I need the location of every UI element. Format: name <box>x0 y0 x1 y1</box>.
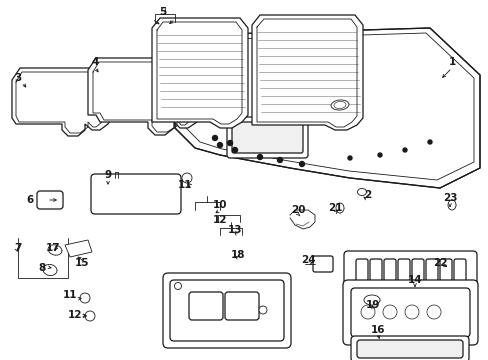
FancyBboxPatch shape <box>350 288 469 337</box>
Ellipse shape <box>382 305 396 319</box>
Text: 14: 14 <box>407 275 422 285</box>
Text: 19: 19 <box>365 300 379 310</box>
FancyBboxPatch shape <box>163 273 290 348</box>
Text: 22: 22 <box>432 258 447 268</box>
FancyBboxPatch shape <box>342 280 477 345</box>
Text: 8: 8 <box>38 263 45 273</box>
Text: 2: 2 <box>364 190 371 200</box>
Ellipse shape <box>357 189 366 195</box>
Text: 7: 7 <box>14 243 21 253</box>
Circle shape <box>402 148 406 152</box>
Circle shape <box>347 156 351 160</box>
Text: 12: 12 <box>212 215 227 225</box>
Circle shape <box>232 148 237 153</box>
FancyBboxPatch shape <box>91 174 181 214</box>
FancyBboxPatch shape <box>37 191 63 209</box>
FancyBboxPatch shape <box>355 259 367 281</box>
Text: 23: 23 <box>442 193 456 203</box>
Polygon shape <box>88 58 202 135</box>
Text: 21: 21 <box>327 203 342 213</box>
Ellipse shape <box>48 245 62 255</box>
FancyBboxPatch shape <box>411 259 423 281</box>
Text: 1: 1 <box>447 57 455 67</box>
FancyBboxPatch shape <box>226 117 307 158</box>
FancyBboxPatch shape <box>397 259 409 281</box>
Text: 11: 11 <box>177 180 192 190</box>
Circle shape <box>217 143 222 148</box>
Circle shape <box>212 135 217 140</box>
Ellipse shape <box>43 265 57 275</box>
Circle shape <box>257 154 262 159</box>
Ellipse shape <box>259 306 266 314</box>
Text: 3: 3 <box>14 73 21 83</box>
Text: 11: 11 <box>62 290 77 300</box>
FancyBboxPatch shape <box>231 122 303 153</box>
Text: 16: 16 <box>370 325 385 335</box>
Polygon shape <box>251 15 362 130</box>
FancyBboxPatch shape <box>224 292 259 320</box>
Circle shape <box>182 173 192 183</box>
FancyBboxPatch shape <box>350 336 468 360</box>
Polygon shape <box>65 240 92 257</box>
Ellipse shape <box>335 203 343 213</box>
Circle shape <box>427 140 431 144</box>
Text: 9: 9 <box>104 170 111 180</box>
Ellipse shape <box>330 100 348 110</box>
Circle shape <box>80 293 90 303</box>
Text: 20: 20 <box>290 205 305 215</box>
Text: 5: 5 <box>159 7 166 17</box>
Text: 18: 18 <box>230 250 245 260</box>
Ellipse shape <box>360 305 374 319</box>
Text: 12: 12 <box>68 310 82 320</box>
Text: 13: 13 <box>227 225 242 235</box>
FancyBboxPatch shape <box>383 259 395 281</box>
Ellipse shape <box>333 102 346 108</box>
FancyBboxPatch shape <box>356 340 462 358</box>
FancyBboxPatch shape <box>343 251 476 289</box>
Ellipse shape <box>174 283 181 289</box>
Ellipse shape <box>363 295 379 305</box>
FancyBboxPatch shape <box>369 259 381 281</box>
Text: 10: 10 <box>212 200 227 210</box>
Ellipse shape <box>426 305 440 319</box>
Text: 15: 15 <box>75 258 89 268</box>
Ellipse shape <box>404 305 418 319</box>
FancyBboxPatch shape <box>170 280 284 341</box>
Polygon shape <box>12 68 112 136</box>
Polygon shape <box>175 28 479 188</box>
Circle shape <box>299 162 304 166</box>
Text: 6: 6 <box>26 195 34 205</box>
Circle shape <box>85 311 95 321</box>
FancyBboxPatch shape <box>312 256 332 272</box>
FancyBboxPatch shape <box>439 259 451 281</box>
Text: 24: 24 <box>300 255 315 265</box>
Text: 4: 4 <box>91 57 99 67</box>
Ellipse shape <box>447 200 455 210</box>
Circle shape <box>377 153 381 157</box>
Polygon shape <box>152 18 247 128</box>
FancyBboxPatch shape <box>425 259 437 281</box>
Circle shape <box>277 158 282 162</box>
FancyBboxPatch shape <box>453 259 465 281</box>
Circle shape <box>227 140 232 145</box>
Text: 17: 17 <box>45 243 60 253</box>
FancyBboxPatch shape <box>189 292 223 320</box>
